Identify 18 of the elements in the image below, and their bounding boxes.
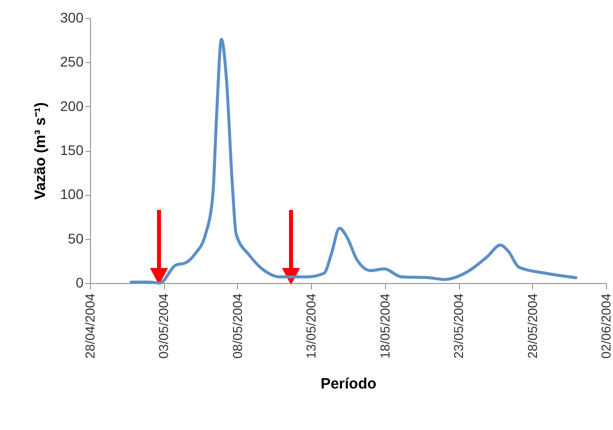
- y-tick-label: 50: [68, 230, 84, 246]
- y-tick-label: 300: [60, 10, 84, 26]
- x-tick-label: 08/05/2004: [230, 294, 245, 359]
- y-tick-label: 100: [60, 186, 84, 202]
- x-tick-label: 02/06/2004: [598, 294, 613, 359]
- x-tick-label: 23/05/2004: [451, 294, 466, 359]
- y-tick-label: 200: [60, 98, 84, 114]
- x-tick-label: 28/04/2004: [82, 294, 98, 359]
- line-series: [130, 38, 578, 284]
- x-axis-title: Período: [320, 376, 376, 393]
- y-tick-label: 0: [76, 274, 84, 290]
- x-tick-label: 13/05/2004: [304, 294, 319, 359]
- y-tick-label: 250: [60, 54, 84, 70]
- x-tick-label: 28/05/2004: [524, 294, 540, 359]
- x-tick-label: 18/05/2004: [377, 294, 392, 359]
- y-tick-label: 150: [60, 142, 84, 158]
- x-tick-label: 03/05/2004: [156, 294, 172, 359]
- y-axis-title: Vazão (m³ s⁻¹): [32, 102, 50, 200]
